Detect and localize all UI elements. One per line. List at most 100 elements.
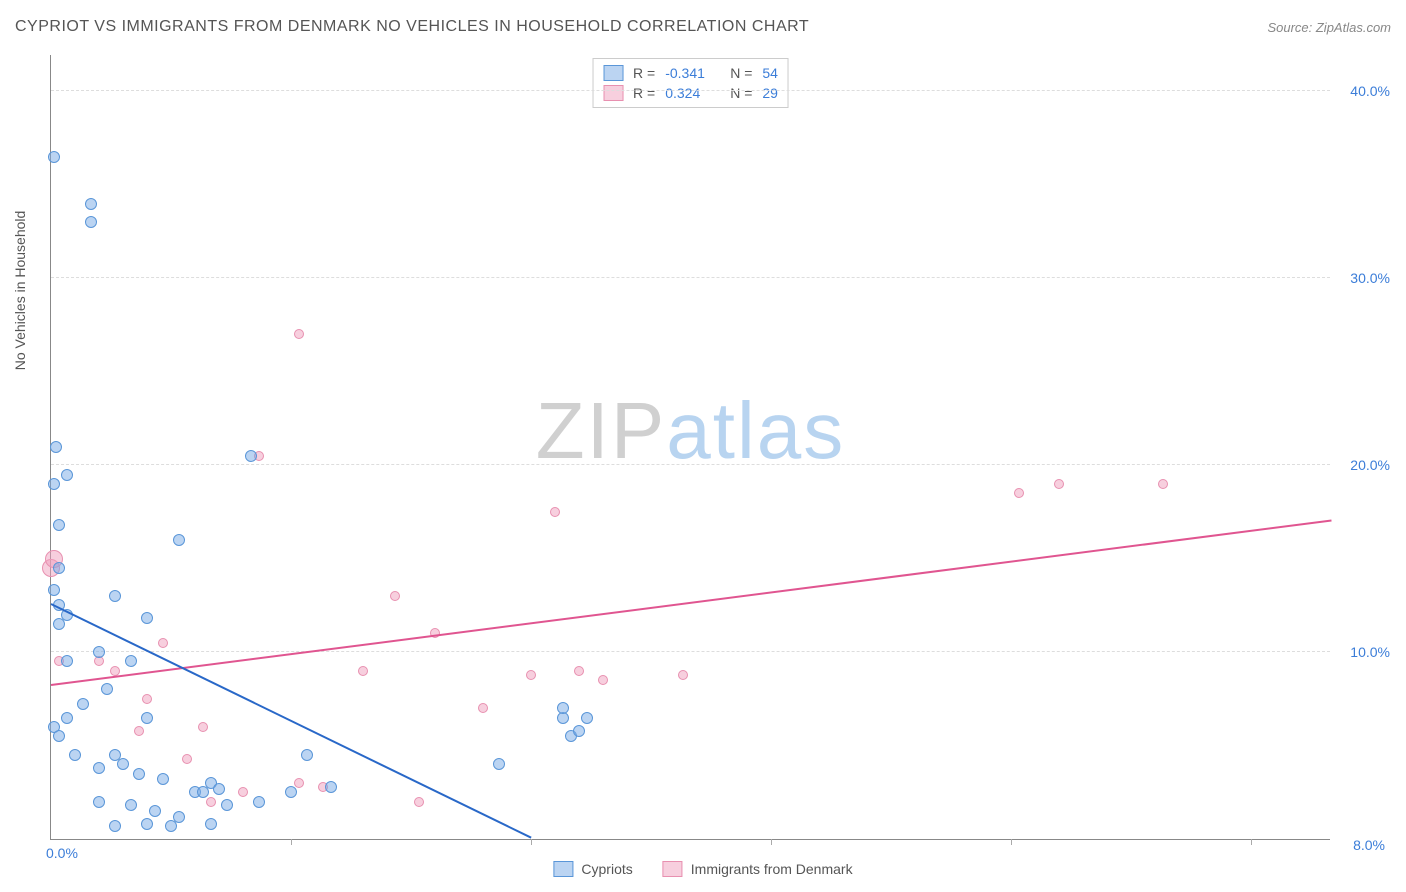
scatter-point-cypriot: [53, 618, 65, 630]
scatter-point-denmark: [142, 694, 152, 704]
scatter-point-cypriot: [493, 758, 505, 770]
scatter-point-cypriot: [141, 712, 153, 724]
scatter-point-cypriot: [141, 612, 153, 624]
scatter-point-cypriot: [53, 519, 65, 531]
stats-legend-row: R =-0.341N =54: [603, 63, 778, 83]
y-axis-title: No Vehicles in Household: [12, 211, 28, 371]
scatter-point-cypriot: [213, 783, 225, 795]
watermark-part2: atlas: [666, 386, 845, 475]
gridline-horizontal: [51, 464, 1330, 465]
scatter-point-cypriot: [69, 749, 81, 761]
trend-line-cypriot: [51, 603, 532, 838]
scatter-point-cypriot: [117, 758, 129, 770]
stats-n-value: 54: [762, 65, 778, 81]
scatter-point-cypriot: [205, 818, 217, 830]
scatter-point-cypriot: [61, 469, 73, 481]
scatter-point-cypriot: [53, 730, 65, 742]
scatter-point-cypriot: [85, 198, 97, 210]
scatter-point-cypriot: [61, 712, 73, 724]
scatter-point-cypriot: [101, 683, 113, 695]
stats-n-label: N =: [730, 65, 752, 81]
scatter-point-denmark: [390, 591, 400, 601]
scatter-point-denmark: [1014, 488, 1024, 498]
scatter-point-denmark: [1158, 479, 1168, 489]
legend-item: Immigrants from Denmark: [663, 861, 853, 877]
stats-r-value: 0.324: [665, 85, 720, 101]
scatter-point-cypriot: [165, 820, 177, 832]
legend-label: Cypriots: [581, 861, 632, 877]
y-tick-label: 30.0%: [1350, 270, 1390, 286]
scatter-point-cypriot: [93, 796, 105, 808]
scatter-point-cypriot: [301, 749, 313, 761]
y-tick-label: 10.0%: [1350, 644, 1390, 660]
scatter-point-denmark: [1054, 479, 1064, 489]
x-tick-label: 0.0%: [46, 845, 78, 861]
scatter-point-cypriot: [581, 712, 593, 724]
scatter-point-cypriot: [573, 725, 585, 737]
scatter-point-cypriot: [48, 584, 60, 596]
scatter-point-cypriot: [157, 773, 169, 785]
scatter-point-cypriot: [149, 805, 161, 817]
scatter-point-denmark: [134, 726, 144, 736]
scatter-point-denmark: [182, 754, 192, 764]
scatter-point-cypriot: [85, 216, 97, 228]
y-tick-label: 40.0%: [1350, 83, 1390, 99]
plot-area: ZIPatlas R =-0.341N =54R = 0.324N =29 10…: [50, 55, 1330, 840]
scatter-point-cypriot: [557, 702, 569, 714]
legend-swatch: [603, 85, 623, 101]
chart-container: CYPRIOT VS IMMIGRANTS FROM DENMARK NO VE…: [0, 0, 1406, 892]
chart-title: CYPRIOT VS IMMIGRANTS FROM DENMARK NO VE…: [15, 18, 809, 36]
scatter-point-denmark: [238, 787, 248, 797]
legend-label: Immigrants from Denmark: [691, 861, 853, 877]
scatter-point-cypriot: [50, 441, 62, 453]
scatter-point-cypriot: [93, 762, 105, 774]
scatter-point-cypriot: [48, 478, 60, 490]
x-tick-mark: [1251, 839, 1252, 845]
gridline-horizontal: [51, 90, 1330, 91]
scatter-point-denmark: [550, 507, 560, 517]
scatter-point-denmark: [414, 797, 424, 807]
watermark-part1: ZIP: [536, 386, 666, 475]
x-tick-mark: [291, 839, 292, 845]
gridline-horizontal: [51, 651, 1330, 652]
scatter-point-cypriot: [61, 655, 73, 667]
scatter-point-denmark: [598, 675, 608, 685]
scatter-point-cypriot: [109, 820, 121, 832]
gridline-horizontal: [51, 277, 1330, 278]
source-label: Source: ZipAtlas.com: [1267, 20, 1391, 35]
legend-swatch: [663, 861, 683, 877]
stats-r-label: R =: [633, 85, 655, 101]
legend-swatch: [603, 65, 623, 81]
scatter-point-cypriot: [141, 818, 153, 830]
x-tick-mark: [1011, 839, 1012, 845]
scatter-point-cypriot: [133, 768, 145, 780]
scatter-point-cypriot: [125, 655, 137, 667]
scatter-point-cypriot: [253, 796, 265, 808]
scatter-point-denmark: [294, 778, 304, 788]
y-tick-label: 20.0%: [1350, 457, 1390, 473]
legend-item: Cypriots: [553, 861, 632, 877]
scatter-point-cypriot: [221, 799, 233, 811]
stats-n-value: 29: [762, 85, 778, 101]
title-bar: CYPRIOT VS IMMIGRANTS FROM DENMARK NO VE…: [15, 18, 1391, 36]
scatter-point-cypriot: [53, 562, 65, 574]
scatter-point-cypriot: [93, 646, 105, 658]
scatter-point-denmark: [574, 666, 584, 676]
scatter-point-cypriot: [77, 698, 89, 710]
stats-r-value: -0.341: [665, 65, 720, 81]
stats-n-label: N =: [730, 85, 752, 101]
x-tick-mark: [531, 839, 532, 845]
scatter-point-cypriot: [173, 534, 185, 546]
bottom-legend: Cypriots Immigrants from Denmark: [553, 861, 852, 877]
y-tick-label: 8.0%: [1353, 837, 1385, 853]
scatter-point-denmark: [158, 638, 168, 648]
stats-legend: R = -0.341 N = 54 R = 0.324 N = 29: [592, 58, 789, 108]
scatter-point-denmark: [526, 670, 536, 680]
scatter-point-cypriot: [48, 151, 60, 163]
stats-legend-row: R = 0.324 N = 29: [603, 83, 778, 103]
scatter-point-denmark: [198, 722, 208, 732]
trend-line-denmark: [51, 519, 1331, 685]
scatter-point-cypriot: [285, 786, 297, 798]
scatter-point-denmark: [678, 670, 688, 680]
scatter-point-denmark: [294, 329, 304, 339]
